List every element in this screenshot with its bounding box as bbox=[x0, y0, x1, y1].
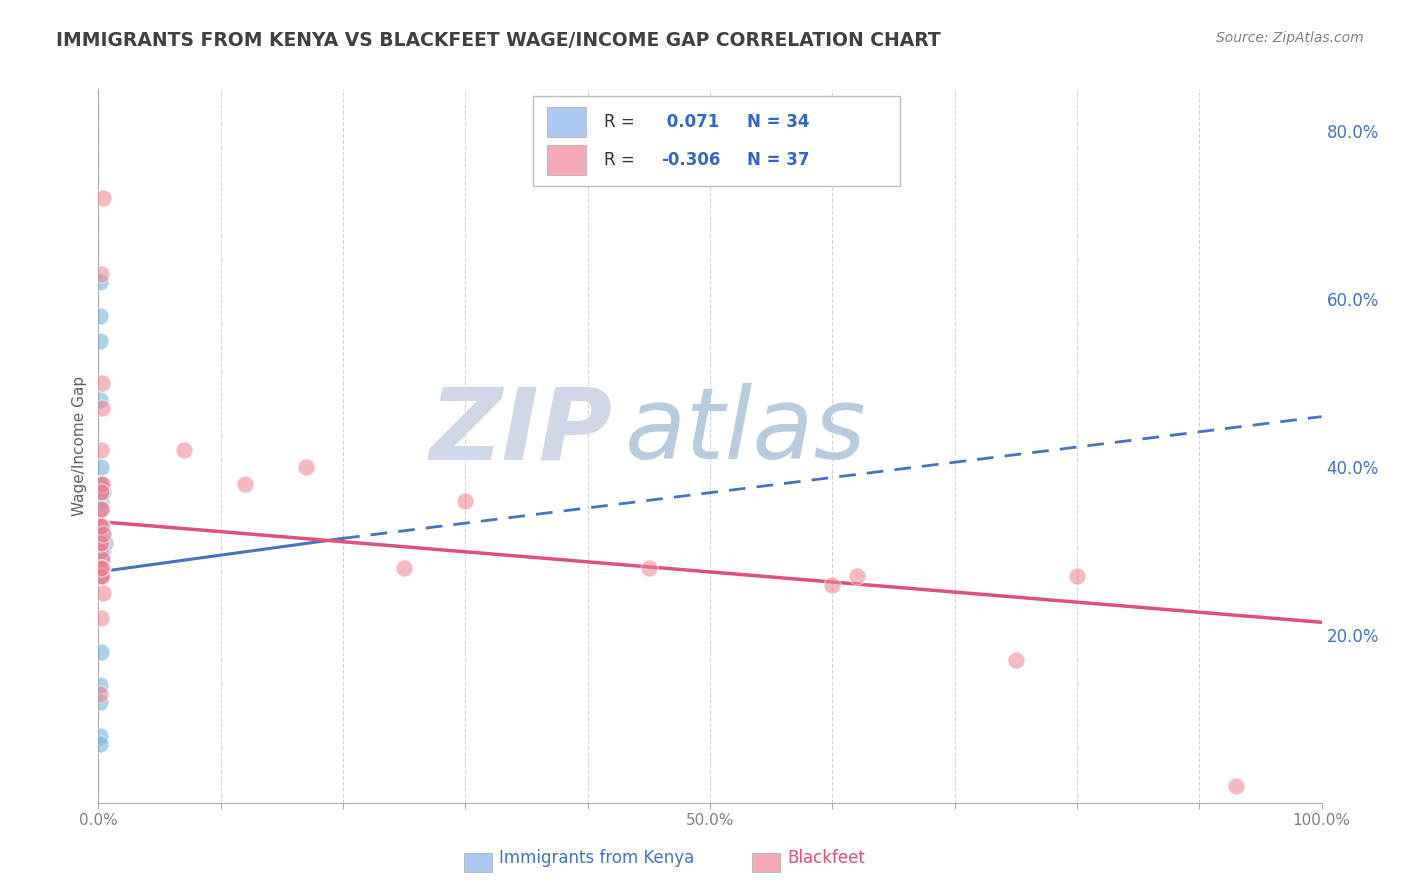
Point bbox=[89, 334, 111, 348]
Point bbox=[91, 560, 114, 574]
Point bbox=[91, 485, 114, 500]
Point bbox=[90, 460, 112, 475]
Point bbox=[91, 569, 114, 583]
Point bbox=[90, 502, 112, 516]
Text: ZIP: ZIP bbox=[429, 384, 612, 480]
Point bbox=[845, 569, 868, 583]
Point bbox=[89, 392, 111, 407]
Point bbox=[90, 485, 112, 500]
Text: Source: ZipAtlas.com: Source: ZipAtlas.com bbox=[1216, 31, 1364, 45]
Point bbox=[1225, 779, 1247, 793]
Point bbox=[90, 552, 112, 566]
Text: N = 37: N = 37 bbox=[747, 151, 810, 169]
Point bbox=[91, 552, 114, 566]
Point bbox=[90, 569, 112, 583]
Point bbox=[90, 544, 112, 558]
Point bbox=[89, 535, 111, 549]
Bar bbox=[547, 145, 586, 175]
Point bbox=[90, 560, 112, 574]
FancyBboxPatch shape bbox=[533, 96, 900, 186]
Point bbox=[89, 476, 111, 491]
Point bbox=[91, 552, 114, 566]
Text: Immigrants from Kenya: Immigrants from Kenya bbox=[499, 849, 695, 867]
Point bbox=[89, 518, 111, 533]
Point bbox=[89, 527, 111, 541]
Point bbox=[91, 518, 114, 533]
Point bbox=[392, 560, 416, 574]
Point bbox=[91, 569, 114, 583]
Point bbox=[89, 544, 111, 558]
Point bbox=[91, 527, 114, 541]
Point bbox=[89, 678, 111, 692]
Point bbox=[89, 535, 111, 549]
Point bbox=[89, 695, 111, 709]
Point bbox=[91, 527, 114, 541]
Point bbox=[93, 535, 115, 549]
Point bbox=[90, 476, 112, 491]
Point bbox=[821, 577, 844, 591]
Point bbox=[89, 737, 111, 751]
Point bbox=[91, 191, 114, 205]
Text: atlas: atlas bbox=[624, 384, 866, 480]
Point bbox=[90, 518, 112, 533]
Point bbox=[173, 443, 195, 458]
Point bbox=[90, 502, 112, 516]
Text: R =: R = bbox=[603, 151, 640, 169]
Point bbox=[90, 569, 112, 583]
Text: IMMIGRANTS FROM KENYA VS BLACKFEET WAGE/INCOME GAP CORRELATION CHART: IMMIGRANTS FROM KENYA VS BLACKFEET WAGE/… bbox=[56, 31, 941, 50]
Text: N = 34: N = 34 bbox=[747, 113, 810, 131]
Y-axis label: Wage/Income Gap: Wage/Income Gap bbox=[72, 376, 87, 516]
Point bbox=[91, 560, 114, 574]
Point bbox=[90, 535, 112, 549]
Point bbox=[90, 611, 112, 625]
Point bbox=[89, 687, 111, 701]
Point bbox=[233, 476, 256, 491]
Point bbox=[89, 560, 111, 574]
Point bbox=[90, 443, 112, 458]
Point bbox=[89, 518, 111, 533]
Point bbox=[89, 476, 111, 491]
Point bbox=[91, 401, 114, 416]
Point bbox=[91, 376, 114, 390]
Point bbox=[91, 544, 114, 558]
Point bbox=[638, 560, 661, 574]
Text: -0.306: -0.306 bbox=[661, 151, 720, 169]
Text: Blackfeet: Blackfeet bbox=[787, 849, 865, 867]
Point bbox=[89, 309, 111, 323]
Point bbox=[90, 645, 112, 659]
Point bbox=[90, 544, 112, 558]
Point bbox=[89, 729, 111, 743]
Point bbox=[90, 485, 112, 500]
Point bbox=[454, 493, 477, 508]
Point bbox=[91, 586, 114, 600]
Point bbox=[1004, 653, 1026, 667]
Point bbox=[295, 460, 318, 475]
Point bbox=[90, 502, 112, 516]
Point bbox=[90, 535, 112, 549]
Point bbox=[90, 560, 112, 574]
Point bbox=[90, 267, 112, 281]
Point bbox=[89, 275, 111, 289]
Point bbox=[90, 569, 112, 583]
Point bbox=[91, 476, 114, 491]
Bar bbox=[547, 107, 586, 137]
Point bbox=[91, 544, 114, 558]
Text: 0.071: 0.071 bbox=[661, 113, 720, 131]
Point bbox=[89, 544, 111, 558]
Text: R =: R = bbox=[603, 113, 640, 131]
Point bbox=[1066, 569, 1088, 583]
Point bbox=[90, 493, 112, 508]
